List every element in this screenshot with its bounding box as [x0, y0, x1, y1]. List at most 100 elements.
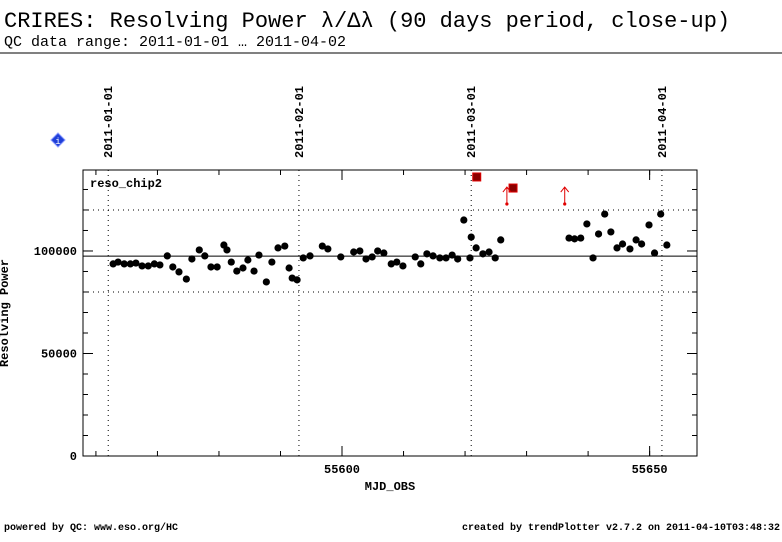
date-label: 2011-04-01: [656, 86, 670, 158]
data-point: [657, 210, 665, 218]
data-point: [399, 262, 407, 270]
info-icon-glyph: i: [55, 137, 60, 147]
x-tick-label: 55600: [324, 463, 360, 477]
data-point: [324, 245, 332, 253]
data-point: [281, 242, 289, 250]
data-point: [442, 254, 450, 262]
data-point: [268, 258, 276, 266]
data-point: [650, 249, 659, 257]
footer-left: powered by QC: www.eso.org/HC: [4, 522, 178, 534]
data-point: [227, 258, 235, 266]
data-point: [491, 254, 499, 262]
arrow-part: [560, 186, 570, 205]
offscale-arrow: [502, 186, 512, 206]
data-point: [472, 244, 480, 252]
data-point: [638, 240, 646, 248]
data-point: [454, 255, 462, 263]
plot-label: reso_chip2: [90, 177, 162, 191]
data-point: [485, 248, 493, 256]
data-point: [250, 267, 258, 275]
data-point: [417, 260, 425, 268]
data-point: [182, 275, 190, 283]
data-point: [577, 234, 585, 242]
data-point: [201, 252, 209, 260]
data-point: [213, 263, 221, 271]
data-point: [601, 210, 609, 218]
data-point: [144, 262, 152, 270]
data-point: [436, 254, 444, 262]
data-point: [380, 249, 388, 257]
data-point: [570, 235, 579, 243]
data-point: [565, 234, 573, 242]
data-point: [613, 244, 621, 252]
data-point: [285, 264, 293, 272]
data-point: [223, 246, 231, 254]
data-point: [663, 241, 671, 249]
outlier-point: [472, 172, 482, 182]
data-point: [368, 253, 376, 261]
data-point: [645, 221, 653, 229]
outlier-point: [508, 183, 518, 193]
data-point: [460, 216, 468, 224]
data-point: [497, 236, 505, 244]
data-point: [244, 256, 252, 264]
data-point: [195, 246, 203, 254]
footer-right: created by trendPlotter v2.7.2 on 2011-0…: [462, 522, 780, 534]
data-point: [293, 276, 301, 284]
data-point: [356, 247, 364, 255]
data-point: [114, 258, 122, 266]
y-tick-label: 100000: [34, 245, 77, 259]
data-point: [306, 252, 314, 260]
data-point: [207, 263, 215, 271]
data-point: [362, 255, 370, 263]
data-point: [618, 240, 627, 248]
x-axis-label: MJD_OBS: [365, 480, 415, 494]
info-icon: [50, 132, 66, 148]
data-point: [188, 255, 196, 263]
data-point: [626, 245, 634, 253]
data-point: [583, 220, 591, 228]
data-point: [274, 244, 282, 252]
data-point: [169, 263, 177, 271]
date-label: 2011-02-01: [293, 86, 307, 158]
data-point: [120, 260, 128, 268]
data-point: [175, 268, 183, 276]
arrow-part: [502, 186, 512, 205]
data-point: [594, 230, 603, 238]
data-point: [255, 251, 263, 259]
data-point: [374, 247, 382, 255]
data-point: [448, 251, 456, 259]
date-label: 2011-01-01: [102, 86, 116, 158]
data-point: [607, 228, 615, 236]
data-point: [233, 267, 241, 275]
offscale-arrow: [560, 186, 570, 206]
plot-frame: [82, 169, 698, 457]
y-tick-label: 0: [70, 450, 77, 464]
data-point: [423, 250, 431, 258]
data-point: [387, 260, 395, 268]
chart-subtitle: QC data range: 2011-01-01 … 2011-04-02: [4, 34, 346, 51]
data-point: [156, 261, 164, 269]
chart-title: CRIRES: Resolving Power λ/Δλ (90 days pe…: [4, 9, 730, 34]
data-point: [163, 252, 171, 260]
data-point: [411, 253, 419, 261]
data-point: [589, 254, 597, 262]
data-point: [467, 233, 475, 241]
data-point: [132, 259, 140, 267]
y-axis-label: Resolving Power: [0, 259, 12, 367]
data-point: [239, 264, 247, 272]
data-point: [262, 278, 270, 286]
data-point: [393, 258, 401, 266]
data-point: [150, 260, 158, 268]
data-point: [466, 254, 474, 262]
data-point: [318, 242, 326, 250]
data-point: [429, 252, 437, 260]
date-label: 2011-03-01: [465, 86, 479, 158]
data-point: [479, 250, 487, 258]
y-tick-label: 50000: [41, 347, 77, 361]
x-tick-label: 55650: [632, 463, 668, 477]
data-point: [632, 236, 640, 244]
data-point: [126, 260, 134, 268]
data-point: [299, 254, 307, 262]
